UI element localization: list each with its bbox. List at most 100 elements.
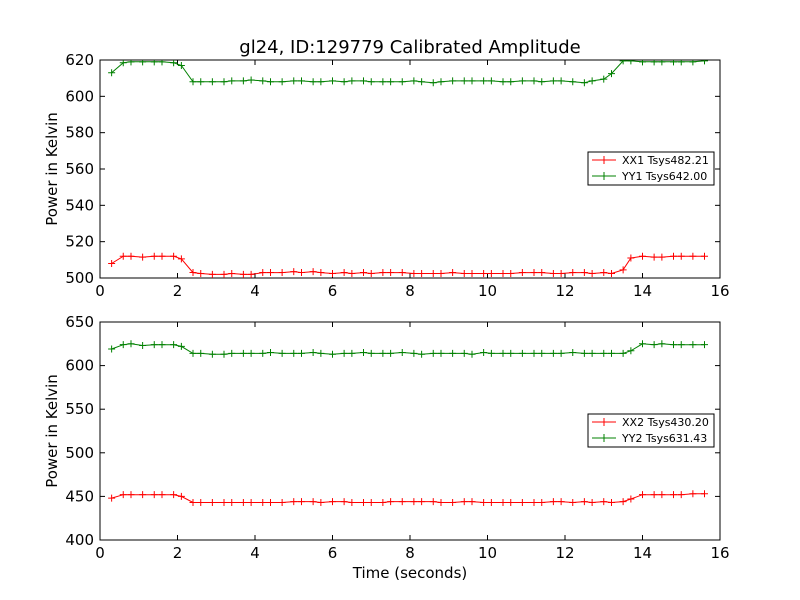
data-point-xx2 [480, 499, 488, 507]
data-point-yy1 [449, 77, 457, 85]
data-point-xx1 [189, 269, 197, 277]
data-point-xx2 [658, 491, 666, 499]
top-x-tick-label: 6 [328, 282, 338, 300]
data-point-xx1 [588, 269, 596, 277]
data-point-yy2 [398, 349, 406, 357]
legend-label-xx2: XX2 Tsys430.20 [622, 416, 709, 429]
data-point-yy1 [580, 79, 588, 87]
data-point-yy2 [670, 341, 677, 349]
top-y-tick-label: 500 [65, 269, 94, 287]
data-point-xx2 [487, 499, 495, 507]
data-point-xx1 [177, 255, 185, 263]
data-point-yy1 [367, 78, 375, 86]
data-point-xx1 [410, 269, 418, 277]
data-point-xx2 [278, 499, 286, 507]
data-point-xx1 [367, 269, 375, 277]
bottom-y-tick-label: 600 [65, 357, 94, 375]
data-point-yy1 [468, 77, 476, 85]
data-point-xx1 [329, 269, 336, 277]
bottom-y-tick-label: 500 [65, 444, 94, 462]
data-point-yy1 [139, 60, 147, 66]
data-point-xx1 [639, 252, 646, 260]
data-point-yy1 [588, 77, 596, 85]
data-point-xx2 [418, 498, 426, 506]
data-point-yy1 [460, 77, 468, 85]
data-point-yy2 [139, 342, 147, 350]
top-y-tick-label: 620 [65, 51, 94, 69]
data-point-yy2 [538, 349, 546, 357]
data-point-yy2 [480, 349, 488, 357]
data-point-xx2 [410, 498, 418, 506]
data-point-yy1 [329, 77, 336, 85]
data-point-xx2 [650, 491, 658, 499]
data-point-xx1 [197, 269, 205, 277]
data-point-xx1 [208, 270, 216, 278]
bottom-x-tick-label: 12 [555, 544, 574, 562]
data-point-xx2 [267, 499, 274, 507]
data-point-yy1 [108, 69, 116, 77]
data-point-yy2 [530, 349, 538, 357]
data-point-xx2 [387, 498, 395, 506]
data-point-yy1 [410, 77, 418, 85]
data-point-yy2 [158, 341, 166, 349]
data-point-yy2 [208, 350, 216, 358]
data-point-yy1 [239, 77, 247, 85]
data-point-xx1 [127, 252, 135, 260]
data-point-xx1 [600, 269, 608, 277]
top-x-tick-label: 16 [710, 282, 729, 300]
data-point-xx1 [348, 269, 356, 277]
data-point-xx2 [468, 498, 476, 506]
data-point-yy2 [239, 349, 247, 357]
data-point-xx1 [108, 259, 116, 267]
data-point-yy1 [487, 77, 495, 85]
data-point-xx1 [340, 269, 348, 277]
data-point-xx2 [530, 499, 538, 507]
bottom-x-tick-label: 10 [478, 544, 497, 562]
data-point-xx2 [689, 490, 697, 498]
data-point-yy2 [437, 349, 445, 357]
top-x-tick-label: 14 [633, 282, 652, 300]
data-point-yy2 [588, 349, 596, 357]
data-point-yy2 [329, 350, 336, 358]
data-point-yy1 [429, 79, 437, 87]
data-point-yy2 [580, 349, 588, 357]
data-point-xx2 [367, 499, 375, 507]
data-point-yy1 [701, 60, 708, 65]
data-point-yy1 [348, 77, 356, 85]
data-point-yy2 [228, 349, 236, 357]
top-panel: 0 2 4 6 8 10 12 14 16 500 520 540 560 580 600 620 XX1 Ts… [65, 51, 729, 300]
legend-marker-yy2 [600, 434, 608, 442]
data-point-xx1 [387, 269, 395, 277]
bottom-x-tick-label: 4 [250, 544, 260, 562]
data-point-xx2 [228, 499, 236, 507]
data-point-xx2 [398, 498, 406, 506]
data-point-xx2 [108, 494, 116, 502]
data-point-xx2 [507, 499, 515, 507]
data-point-yy2 [379, 349, 387, 357]
data-point-xx1 [170, 252, 178, 260]
top-series-group [108, 60, 708, 278]
data-point-yy1 [557, 77, 565, 85]
bottom-y-tick-label: 450 [65, 487, 94, 505]
data-point-xx1 [298, 269, 305, 277]
data-point-yy2 [650, 341, 658, 349]
data-point-xx2 [429, 498, 437, 506]
data-point-yy2 [569, 349, 577, 357]
data-point-yy1 [228, 77, 236, 85]
data-point-xx1 [608, 269, 615, 277]
top-y-tick-label: 600 [65, 87, 94, 105]
data-point-xx1 [557, 269, 565, 277]
data-point-yy1 [549, 77, 557, 85]
data-point-xx1 [658, 253, 666, 261]
bottom-x-tick-label: 8 [405, 544, 415, 562]
top-x-tick-label: 2 [173, 282, 183, 300]
data-point-xx1 [290, 268, 298, 276]
top-x-tick-label: 0 [95, 282, 105, 300]
data-point-yy1 [518, 77, 526, 85]
data-point-yy2 [507, 349, 515, 357]
data-point-xx1 [449, 269, 457, 277]
data-point-yy2 [150, 341, 158, 349]
data-point-xx2 [449, 499, 457, 507]
data-point-xx1 [487, 269, 495, 277]
data-point-yy2 [340, 349, 348, 357]
